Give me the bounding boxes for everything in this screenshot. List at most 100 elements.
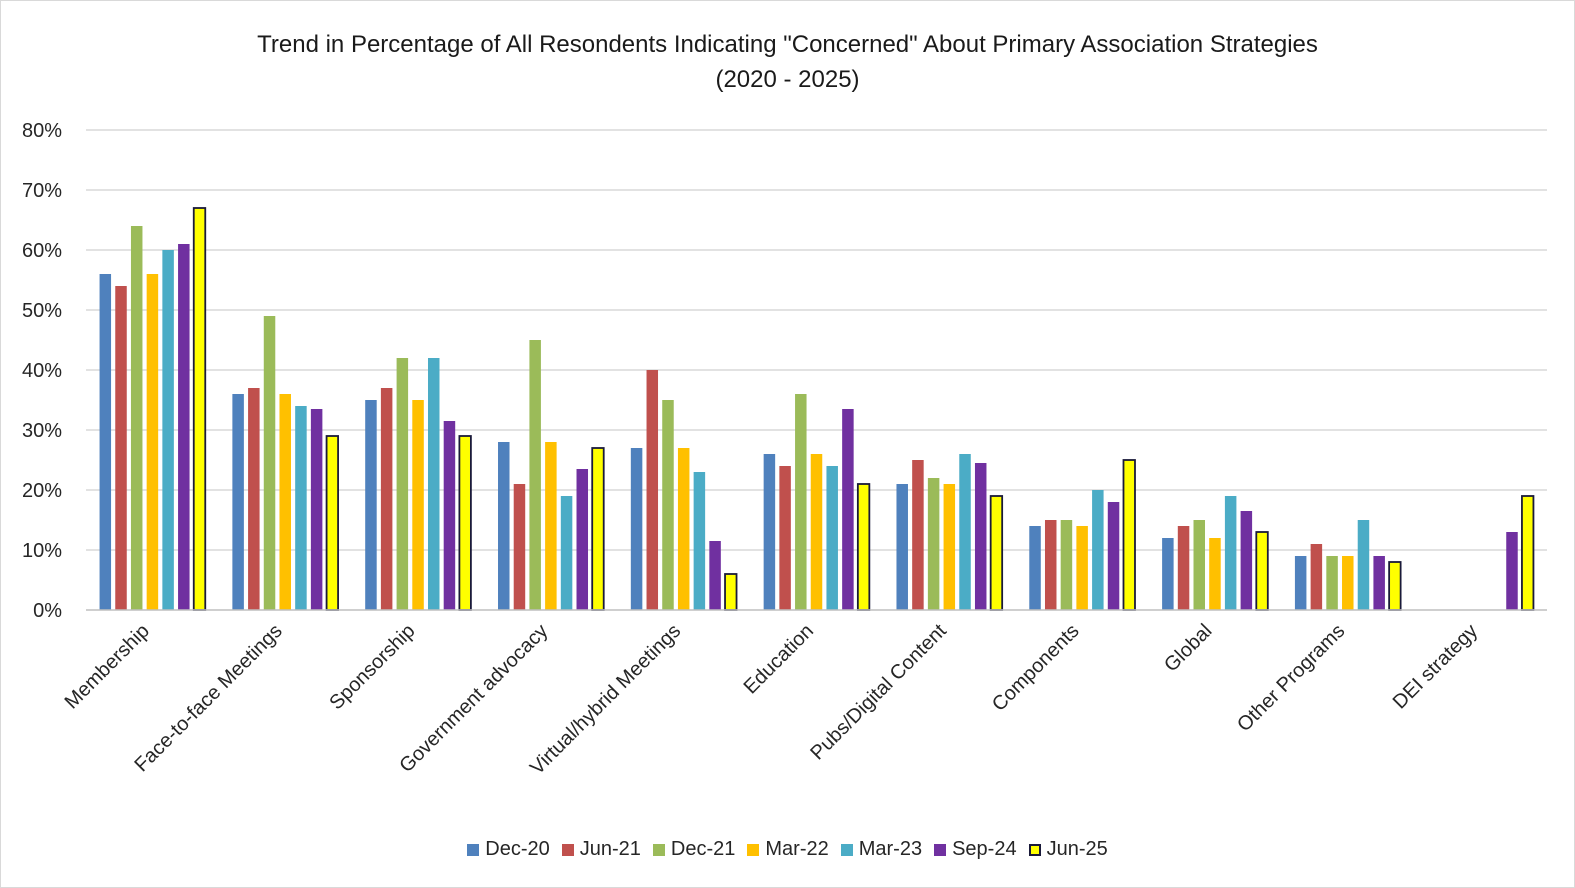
bar bbox=[529, 340, 541, 610]
bar bbox=[458, 435, 472, 611]
category-label: Sponsorship bbox=[325, 620, 419, 714]
y-tick-label: 10% bbox=[22, 540, 62, 562]
category-label: Pubs/Digital Content bbox=[806, 620, 951, 765]
bar bbox=[295, 406, 307, 610]
category-label: Virtual/hybrid Meetings bbox=[526, 620, 685, 779]
bar bbox=[1310, 544, 1323, 610]
legend-label: Mar-22 bbox=[765, 838, 829, 860]
bar bbox=[279, 394, 291, 610]
bar bbox=[1388, 561, 1402, 611]
legend-swatch bbox=[934, 843, 947, 856]
bar bbox=[412, 400, 424, 610]
bar bbox=[646, 370, 659, 610]
category-label: Education bbox=[740, 620, 818, 698]
chart-title: Trend in Percentage of All Resondents In… bbox=[257, 31, 1318, 58]
bar bbox=[1342, 556, 1354, 610]
chart-subtitle: (2020 - 2025) bbox=[715, 66, 860, 93]
bar bbox=[560, 496, 573, 610]
bar bbox=[842, 409, 854, 610]
legend-item: Mar-22 bbox=[747, 838, 829, 861]
bar bbox=[974, 463, 987, 610]
y-tick-label: 30% bbox=[22, 420, 62, 442]
bar bbox=[1060, 520, 1073, 610]
bar bbox=[959, 454, 971, 610]
bar bbox=[513, 484, 526, 610]
bar bbox=[115, 286, 127, 610]
bar bbox=[1107, 502, 1120, 610]
category-label: Government advocacy bbox=[395, 620, 552, 777]
bar bbox=[545, 442, 557, 610]
y-tick-label: 70% bbox=[22, 180, 62, 202]
bar bbox=[795, 394, 807, 610]
y-tick-label: 0% bbox=[33, 600, 62, 622]
bar bbox=[1092, 490, 1104, 610]
category-label: Other Programs bbox=[1233, 620, 1349, 736]
bar bbox=[1357, 520, 1370, 610]
bar bbox=[310, 409, 323, 610]
legend-label: Dec-21 bbox=[670, 838, 736, 860]
bar bbox=[693, 472, 706, 610]
category-label: DEI strategy bbox=[1389, 620, 1482, 713]
legend: Dec-20 Jun-21 Dec-21 Mar-22 Mar-23 Sep-24 Jun-… bbox=[0, 838, 1575, 861]
bar bbox=[130, 226, 143, 610]
bar bbox=[927, 478, 940, 610]
bar bbox=[396, 358, 409, 610]
bar bbox=[443, 421, 456, 610]
y-tick-label: 80% bbox=[22, 120, 62, 142]
y-tick-label: 50% bbox=[22, 300, 62, 322]
gridlines bbox=[86, 129, 1547, 551]
legend-item: Jun-21 bbox=[561, 838, 641, 861]
bar bbox=[162, 250, 174, 610]
bar bbox=[248, 388, 260, 610]
bar bbox=[1224, 496, 1237, 610]
bar bbox=[99, 274, 112, 610]
y-tick-label: 20% bbox=[22, 480, 62, 502]
legend-swatch bbox=[467, 843, 480, 856]
bar bbox=[763, 454, 776, 610]
bar bbox=[178, 244, 190, 610]
bar bbox=[662, 400, 674, 610]
bars bbox=[99, 207, 1535, 611]
bar bbox=[709, 541, 721, 610]
legend-swatch bbox=[747, 843, 760, 856]
bar bbox=[1044, 520, 1057, 610]
category-label: Global bbox=[1160, 620, 1216, 676]
bar bbox=[1294, 556, 1307, 610]
legend-item: Sep-24 bbox=[934, 838, 1017, 861]
bar bbox=[380, 388, 393, 610]
bar bbox=[1240, 511, 1253, 610]
bar bbox=[1326, 556, 1338, 610]
bar bbox=[1162, 538, 1174, 610]
bar bbox=[1506, 532, 1518, 610]
category-label: Membership bbox=[61, 620, 154, 713]
y-tick-label: 40% bbox=[22, 360, 62, 382]
y-tick-label: 60% bbox=[22, 240, 62, 262]
bar bbox=[365, 400, 377, 610]
bar bbox=[1076, 526, 1088, 610]
bar bbox=[912, 460, 924, 610]
bar bbox=[591, 447, 605, 611]
bar bbox=[896, 484, 908, 610]
bar bbox=[1521, 495, 1535, 611]
bar bbox=[810, 454, 823, 610]
legend-swatch bbox=[840, 843, 853, 856]
bar bbox=[498, 442, 510, 610]
bar bbox=[943, 484, 956, 610]
bar bbox=[1029, 526, 1041, 610]
bar bbox=[989, 495, 1004, 611]
bar bbox=[146, 274, 159, 610]
legend-label: Sep-24 bbox=[952, 838, 1017, 860]
bar bbox=[1209, 538, 1221, 610]
bar bbox=[576, 469, 589, 610]
legend-label: Dec-20 bbox=[485, 838, 550, 860]
legend-label: Jun-25 bbox=[1046, 838, 1108, 860]
bar bbox=[1177, 526, 1190, 610]
category-label: Face-to-face Meetings bbox=[131, 620, 287, 776]
bar bbox=[232, 394, 244, 610]
category-label: Components bbox=[988, 620, 1084, 716]
bar bbox=[325, 435, 339, 611]
bar bbox=[1193, 520, 1206, 610]
legend-swatch bbox=[652, 843, 665, 856]
